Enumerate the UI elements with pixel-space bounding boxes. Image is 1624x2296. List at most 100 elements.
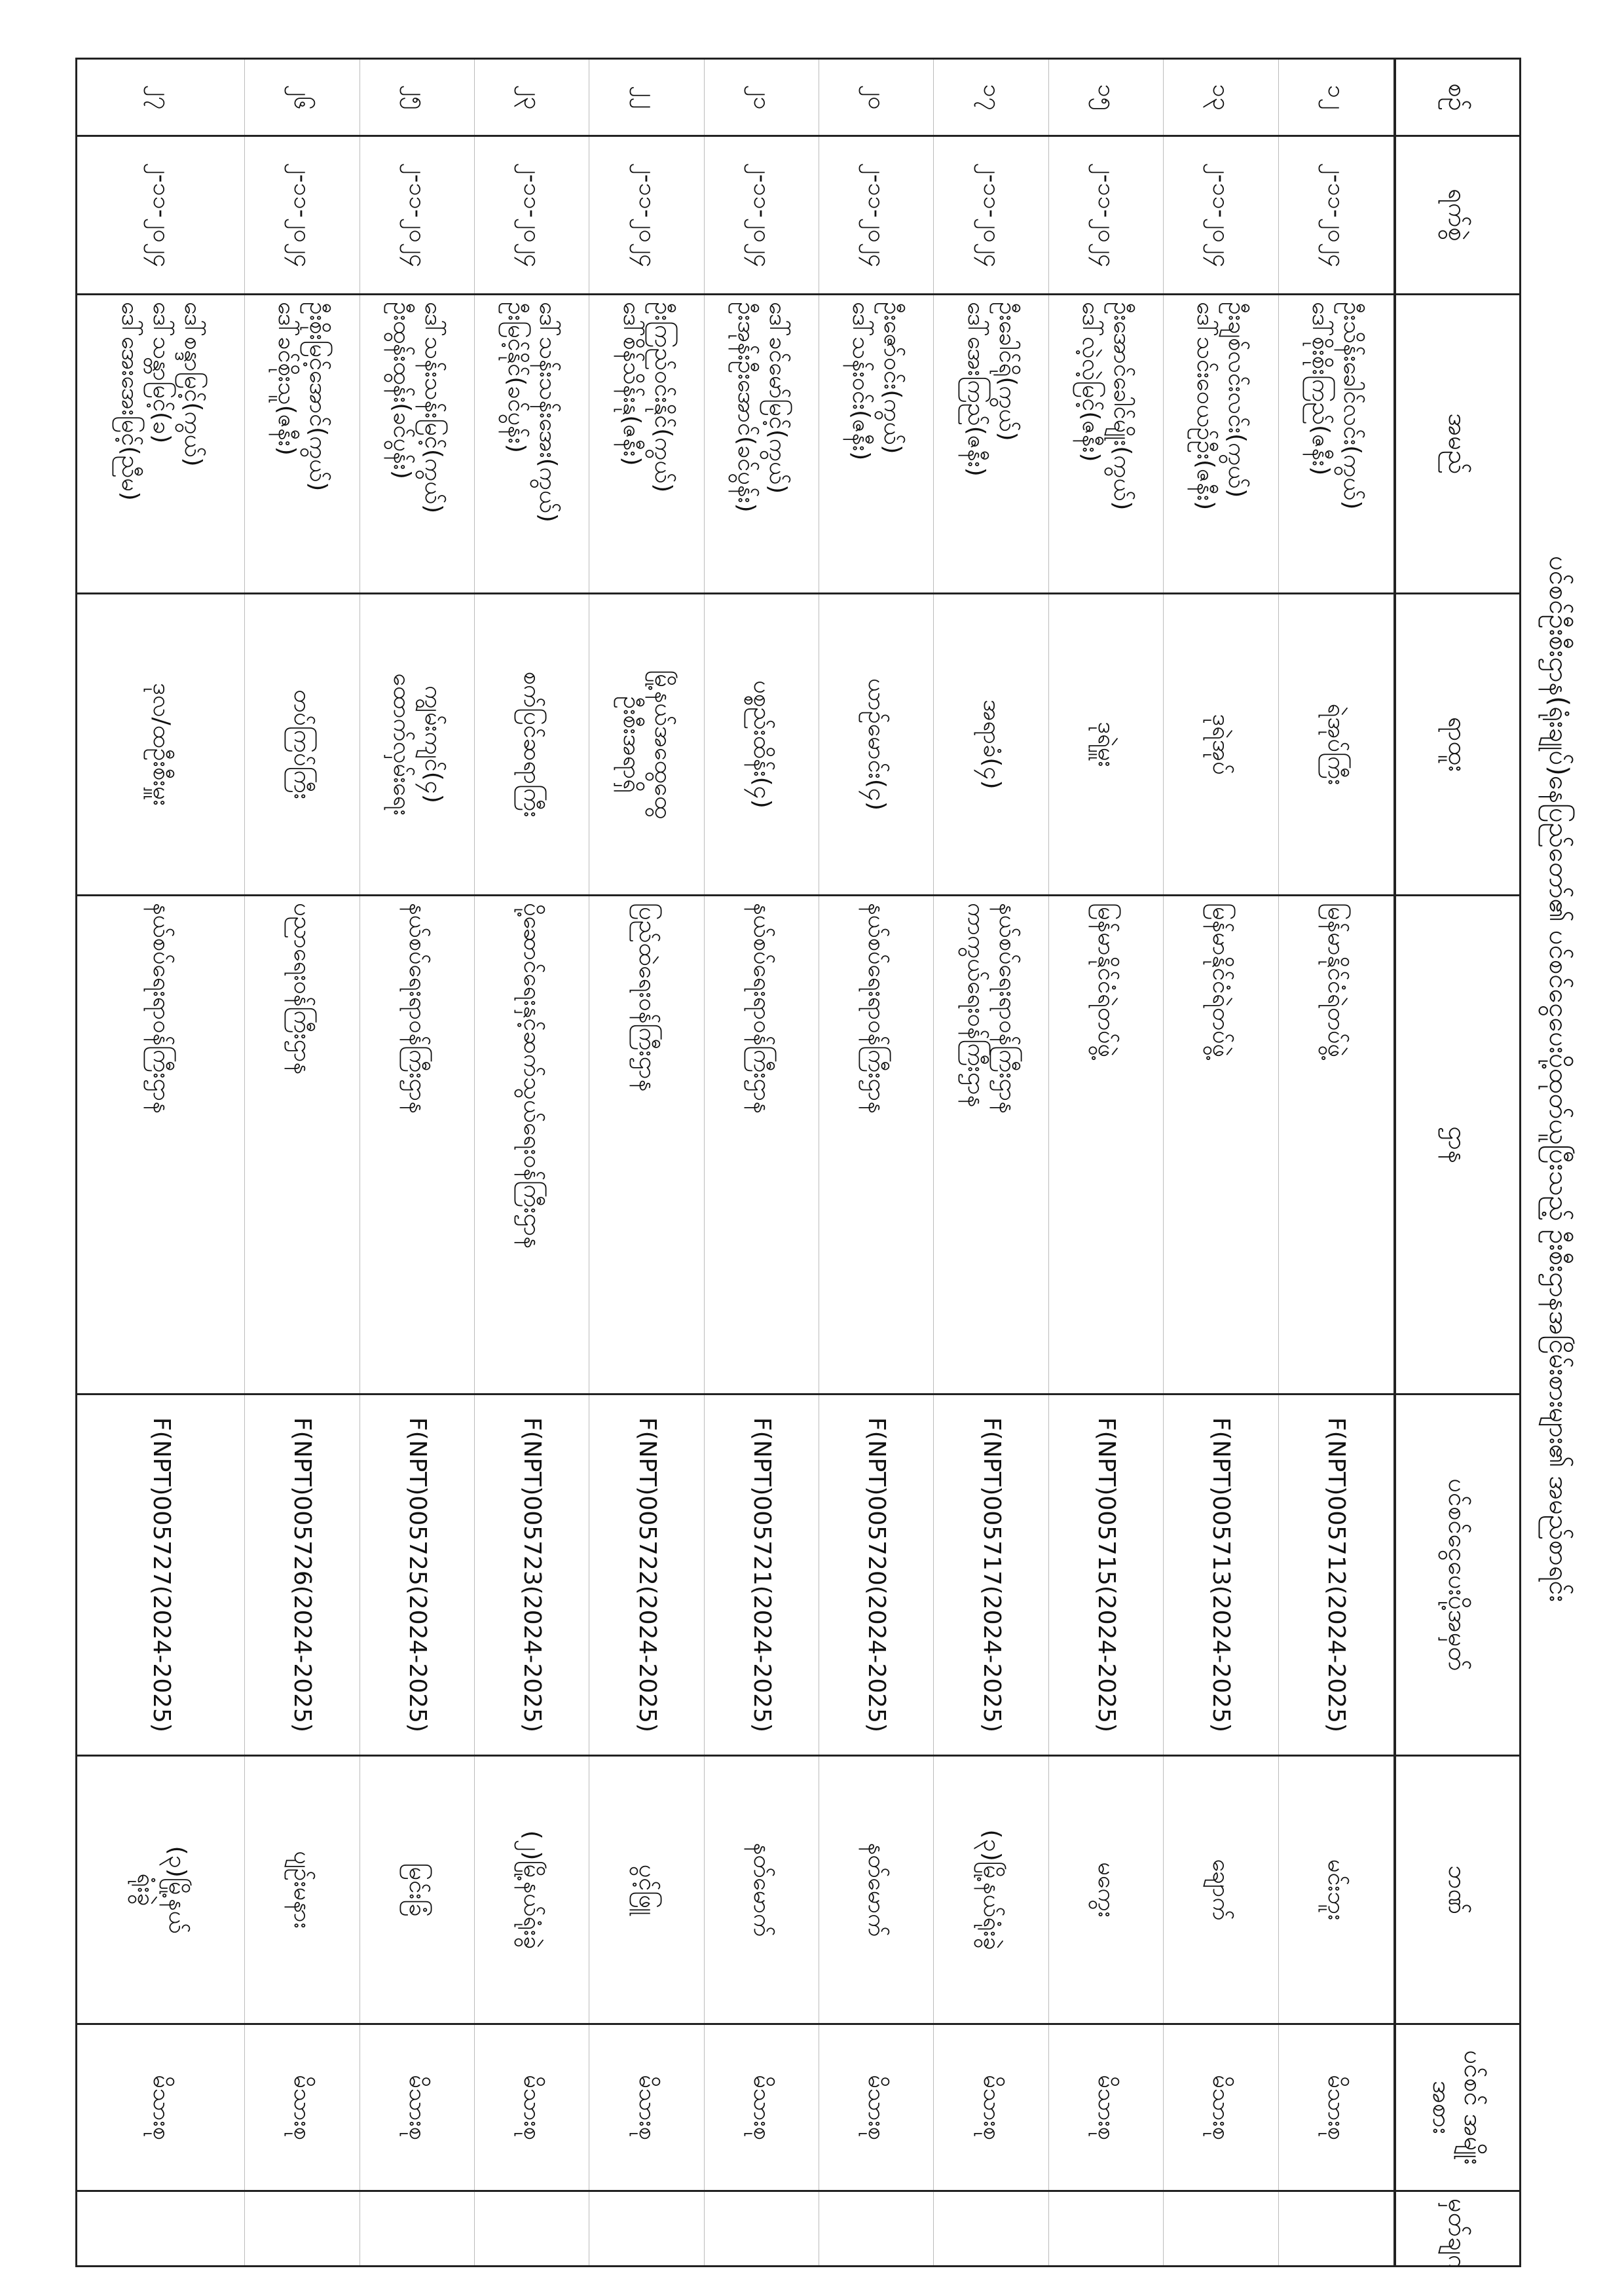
row-file-number: F(NPT)005715(2024-2025) bbox=[1048, 1394, 1164, 1756]
row-department-line: နယ်စပ်ရေးရာဝန်ကြီးဌာန bbox=[993, 903, 1021, 1114]
row-name-line: ဦးခေါင်ရို(ကွယ်) bbox=[993, 302, 1021, 441]
row-department-line: မြန်မာနိုင်ငံရဲတပ်ဖွဲ့ bbox=[1093, 903, 1120, 1057]
row-name: ဦးစိုးမြင့်အောင်(ကွယ်) ဒေါ်ခင်စိုးသူ(ဇနီး… bbox=[244, 294, 360, 594]
row-bank: (၃)မြို့နယ်ရုံးခွဲ bbox=[934, 1755, 1049, 2024]
row-name-line: ဒေါ်စိန်သိန်းနု(ဇနီး) bbox=[618, 302, 645, 466]
table-row: ၂၅ ၂-၁၁-၂၀၂၄ ဒေါ်သန်းသန်းမြင့်(ကွယ်) ဦးထွန်… bbox=[360, 58, 475, 2267]
row-bank: မင်းဘူး bbox=[1278, 1755, 1395, 2024]
header-department: ဌာန bbox=[1395, 895, 1521, 1394]
row-remark bbox=[76, 2191, 245, 2267]
row-department: နယ်စပ်ရေးရာဝန်ကြီးဌာန ကာကွယ်ရေးဝန်ကြီးဌာန bbox=[934, 895, 1049, 1394]
row-department: မြန်မာနိုင်ငံရဲတပ်ဖွဲ့ bbox=[1278, 895, 1395, 1394]
row-name: ဦးချစ်လင်းလင်း(ကွယ်) ဒေါ်သင်းဝေယဉ်ဦး(ဇနီး… bbox=[1163, 294, 1279, 594]
row-remark bbox=[1048, 2191, 1164, 2267]
row-department: ပြည်ထဲရေးဝန်ကြီးဌာန bbox=[589, 895, 705, 1394]
header-no: စဉ် bbox=[1395, 58, 1521, 136]
row-name: ဦးသိန်းခေါင်လင်း(ကွယ်) ဒေါ်စိုးစိုးကြည်(ဇ… bbox=[1278, 294, 1395, 594]
row-name-line: ဦးကြည်ဝင်းနိုင်(ကွယ်) bbox=[649, 302, 676, 493]
row-rank-line: မြို့နယ်အထွေထွေ bbox=[649, 670, 676, 819]
header-bank: ဘဏ် bbox=[1395, 1755, 1521, 2024]
row-name-line: ဒေါ်သန်းသန်းအေး(ကွယ်) bbox=[534, 302, 562, 522]
table-row: ၂၀ ၂-၁၁-၂၀၂၄ ဦးဇော်ဝင်း(ကွယ်) ဒေါ်သန်းဝင်း(… bbox=[819, 58, 934, 2267]
row-name-line: ဒေါ်သန်းသန်းမြင့်(ကွယ်) bbox=[419, 302, 447, 514]
row-bank-line: (၃)မြို့နယ် bbox=[163, 1846, 191, 1934]
row-name-line: ဦးသိန်းခေါင်လင်း(ကွယ်) bbox=[1338, 302, 1366, 510]
row-name: ဒေါ်ခင်မော်မြင့်(ကွယ်) ဦးအုန်းဦးအောင်(ခင်… bbox=[704, 294, 819, 594]
row-rank-line: ပစ္စည်းထိန်း(၄) bbox=[748, 680, 775, 809]
table-row: ၁၂ ၂-၁၁-၂၀၂၄ ဦးသိန်းခေါင်လင်း(ကွယ်) ဒေါ်စို… bbox=[1278, 58, 1395, 2267]
row-name-line: ဒေါ်လဲ့လဲ့မြင့်(ဇနီး) bbox=[1077, 302, 1105, 462]
row-bank-line: (၃)မြို့နယ်ရုံးခွဲ bbox=[978, 1829, 1005, 1950]
row-number: ၁၅ bbox=[1048, 58, 1164, 136]
row-file-number: F(NPT)005721(2024-2025) bbox=[704, 1394, 819, 1756]
row-remark bbox=[474, 2191, 589, 2267]
row-bank: ပျဉ်းမနား bbox=[244, 1755, 360, 2024]
row-bank-line: နတ်မောက် bbox=[863, 1842, 891, 1937]
row-department-line: နယ်စပ်ရေးရာဝန်ကြီးဌာန bbox=[863, 903, 891, 1114]
row-bank-line: ရုံးခွဲ bbox=[132, 1873, 159, 1906]
row-number: ၂၀ bbox=[819, 58, 934, 136]
row-department: မြန်မာနိုင်ငံရဲတပ်ဖွဲ့ bbox=[1163, 895, 1279, 1394]
row-bank-line: မြင်းခြံ bbox=[403, 1863, 431, 1917]
row-pension-type: မိသားစု bbox=[76, 2024, 245, 2191]
row-rank-line: ရဲအုပ်ကြီး bbox=[1323, 703, 1350, 786]
row-bank-line: ပျဉ်းမနား bbox=[289, 1851, 316, 1929]
table-row: ၁၇ ၂-၁၁-၂၀၂၄ ဦးခေါင်ရို(ကွယ်) ဒေါ်အေးကြည်(ဇ… bbox=[934, 58, 1049, 2267]
row-name-line: ဒေါ်စန္ဒာမြင့်(ကွယ်) bbox=[179, 302, 206, 467]
row-name-line: ဒေါ်သန္တာမြင့်(ခ) bbox=[147, 302, 175, 444]
row-name: ဦးအောင်ခေါင်မျိုး(ကွယ်) ဒေါ်လဲ့လဲ့မြင့်(ဇ… bbox=[1048, 294, 1164, 594]
row-department-line: နယ်စပ်ရေးရာဝန်ကြီးဌာန bbox=[748, 903, 775, 1114]
row-name-line: ဦးဇော်ဝင်း(ကွယ်) bbox=[879, 302, 906, 454]
row-name-line: ဦးစိုးမြင့်အောင်(ကွယ်) bbox=[304, 302, 332, 492]
row-name: ဒေါ်သန်းသန်းအေး(ကွယ်) ဦးမြင့်နိုင်(ခင်ပွန… bbox=[474, 294, 589, 594]
row-bank: (၃)မြို့နယ်ရုံးခွဲ bbox=[76, 1755, 245, 2024]
row-number: ၂၂ bbox=[589, 58, 705, 136]
row-pension-type: မိသားစု bbox=[360, 2024, 475, 2191]
row-pension-type: မိသားစု bbox=[1048, 2024, 1164, 2191]
row-number: ၂၆ bbox=[244, 58, 360, 136]
row-department: နယ်စပ်ရေးရာဝန်ကြီးဌာန bbox=[360, 895, 475, 1394]
row-remark bbox=[360, 2191, 475, 2267]
table-row: ၂၁ ၂-၁၁-၂၀၂၄ ဒေါ်ခင်မော်မြင့်(ကွယ်) ဦးအုန်း… bbox=[704, 58, 819, 2267]
row-department-line: ပညာရေးဝန်ကြီးဌာန bbox=[289, 903, 316, 1075]
row-bank: ချောက် bbox=[1163, 1755, 1279, 2024]
header-rank: ရာထူး bbox=[1395, 593, 1521, 896]
row-date: ၂-၁၁-၂၀၂၄ bbox=[1163, 136, 1279, 295]
row-bank: မြင်းခြံ bbox=[360, 1755, 475, 2024]
row-number: ၂၇ bbox=[76, 58, 245, 136]
row-department: နယ်စပ်ရေးရာဝန်ကြီးဌာန bbox=[704, 895, 819, 1394]
row-name: ဦးခေါင်ရို(ကွယ်) ဒေါ်အေးကြည်(ဇနီး) bbox=[934, 294, 1049, 594]
row-number: ၁၂ bbox=[1278, 58, 1395, 136]
header-name: အမည် bbox=[1395, 294, 1521, 594]
row-department-line: မြန်မာနိုင်ငံရဲတပ်ဖွဲ့ bbox=[1208, 903, 1235, 1057]
table-row: ၂၆ ၂-၁၁-၂၀၂၄ ဦးစိုးမြင့်အောင်(ကွယ်) ဒေါ်ခင်… bbox=[244, 58, 360, 2267]
row-date: ၂-၁၁-၂၀၂၄ bbox=[1048, 136, 1164, 295]
row-rank-line: ဒုလ/ထဦးစီးမှူး bbox=[147, 683, 175, 806]
row-file-number: F(NPT)005726(2024-2025) bbox=[244, 1394, 360, 1756]
row-remark bbox=[1278, 2191, 1395, 2267]
row-bank-line: ပွင့်ဖြူ bbox=[633, 1864, 661, 1916]
row-rank-line: ဒုရဲမှူး bbox=[1093, 721, 1120, 767]
row-remark bbox=[1163, 2191, 1279, 2267]
row-bank-line: (၂)မြို့နယ်ရုံးခွဲ bbox=[519, 1830, 546, 1950]
row-department-line: နယ်စပ်ရေးရာဝန်ကြီးဌာန bbox=[147, 903, 175, 1114]
row-bank: (၂)မြို့နယ်ရုံးခွဲ bbox=[474, 1755, 589, 2024]
row-name: ဦးကြည်ဝင်းနိုင်(ကွယ်) ဒေါ်စိန်သိန်းနု(ဇနီ… bbox=[589, 294, 705, 594]
row-date: ၂-၁၁-၂၀၂၄ bbox=[934, 136, 1049, 295]
row-rank-line: စက်ပြင်ဆရာကြီး bbox=[519, 671, 546, 818]
row-name-line: ဒေါ်အေးအေးမြင့်(ညီမ) bbox=[116, 302, 143, 501]
row-rank-line: ကျွမ်းကျင်(၄) bbox=[419, 685, 447, 803]
row-department: ပို့ဆောင်ရေးနှင့်ဆက်သွယ်ရေးဝန်ကြီးဌာန bbox=[474, 895, 589, 1394]
row-date: ၂-၁၁-၂၀၂၄ bbox=[704, 136, 819, 295]
row-department: နယ်စပ်ရေးရာဝန်ကြီးဌာန bbox=[76, 895, 245, 1394]
row-date: ၂-၁၁-၂၀၂၄ bbox=[474, 136, 589, 295]
row-rank: စက်ပြင်ဆရာကြီး bbox=[474, 593, 589, 896]
row-name: ဒေါ်စန္ဒာမြင့်(ကွယ်) ဒေါ်သန္တာမြင့်(ခ) ဒေါ… bbox=[76, 294, 245, 594]
table-row: ၁၅ ၂-၁၁-၂၀၂၄ ဦးအောင်ခေါင်မျိုး(ကွယ်) ဒေါ်လဲ… bbox=[1048, 58, 1164, 2267]
row-rank-line: ထောက်လှမ်းရေး bbox=[388, 673, 415, 816]
row-bank-line: မင်းဘူး bbox=[1323, 1859, 1350, 1921]
row-rank: ရဲအုပ်ကြီး bbox=[1278, 593, 1395, 896]
row-name: ဦးဇော်ဝင်း(ကွယ်) ဒေါ်သန်းဝင်း(ဇနီး) bbox=[819, 294, 934, 594]
row-date: ၂-၁၁-၂၀၂၄ bbox=[360, 136, 475, 295]
row-name-line: ဦးအုန်းဦးအောင်(ခင်ပွန်း) bbox=[732, 302, 760, 513]
